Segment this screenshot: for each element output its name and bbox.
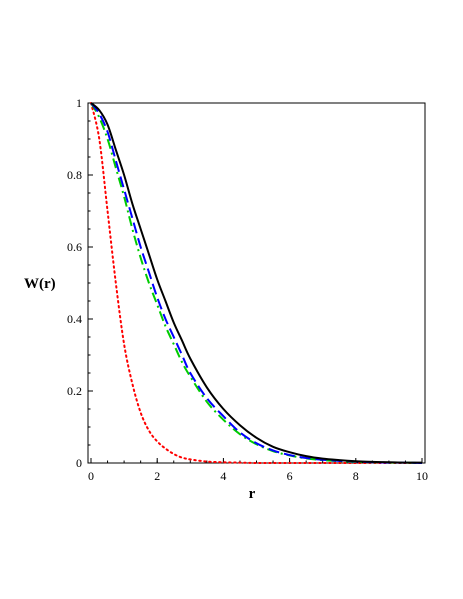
x-tick-label: 6 xyxy=(287,469,293,483)
series-line-dashdot xyxy=(90,102,423,464)
series-lines xyxy=(90,102,423,465)
y-tick-label: 0.2 xyxy=(67,384,82,398)
y-tick-label: 0.4 xyxy=(67,312,82,326)
x-tick-label: 4 xyxy=(220,469,226,483)
series-line-dashed xyxy=(90,102,423,464)
y-axis-title: W(r) xyxy=(24,276,56,292)
x-tick-label: 8 xyxy=(353,469,359,483)
y-tick-label: 0.8 xyxy=(67,168,82,182)
x-tick-label: 2 xyxy=(154,469,160,483)
y-tick-label: 0 xyxy=(76,456,82,470)
x-tick-label: 10 xyxy=(416,469,428,483)
axis-tick-labels: 0 2 4 6 8 10 0 0.2 0.4 0.6 0.8 1 xyxy=(67,96,428,483)
y-tick-label: 1 xyxy=(76,96,82,110)
x-axis-title: r xyxy=(249,486,256,502)
series-line-solid xyxy=(90,102,423,464)
series-line-dotted xyxy=(90,102,423,465)
axis-ticks xyxy=(88,102,423,464)
y-tick-label: 0.6 xyxy=(67,240,82,254)
x-tick-label: 0 xyxy=(88,469,94,483)
